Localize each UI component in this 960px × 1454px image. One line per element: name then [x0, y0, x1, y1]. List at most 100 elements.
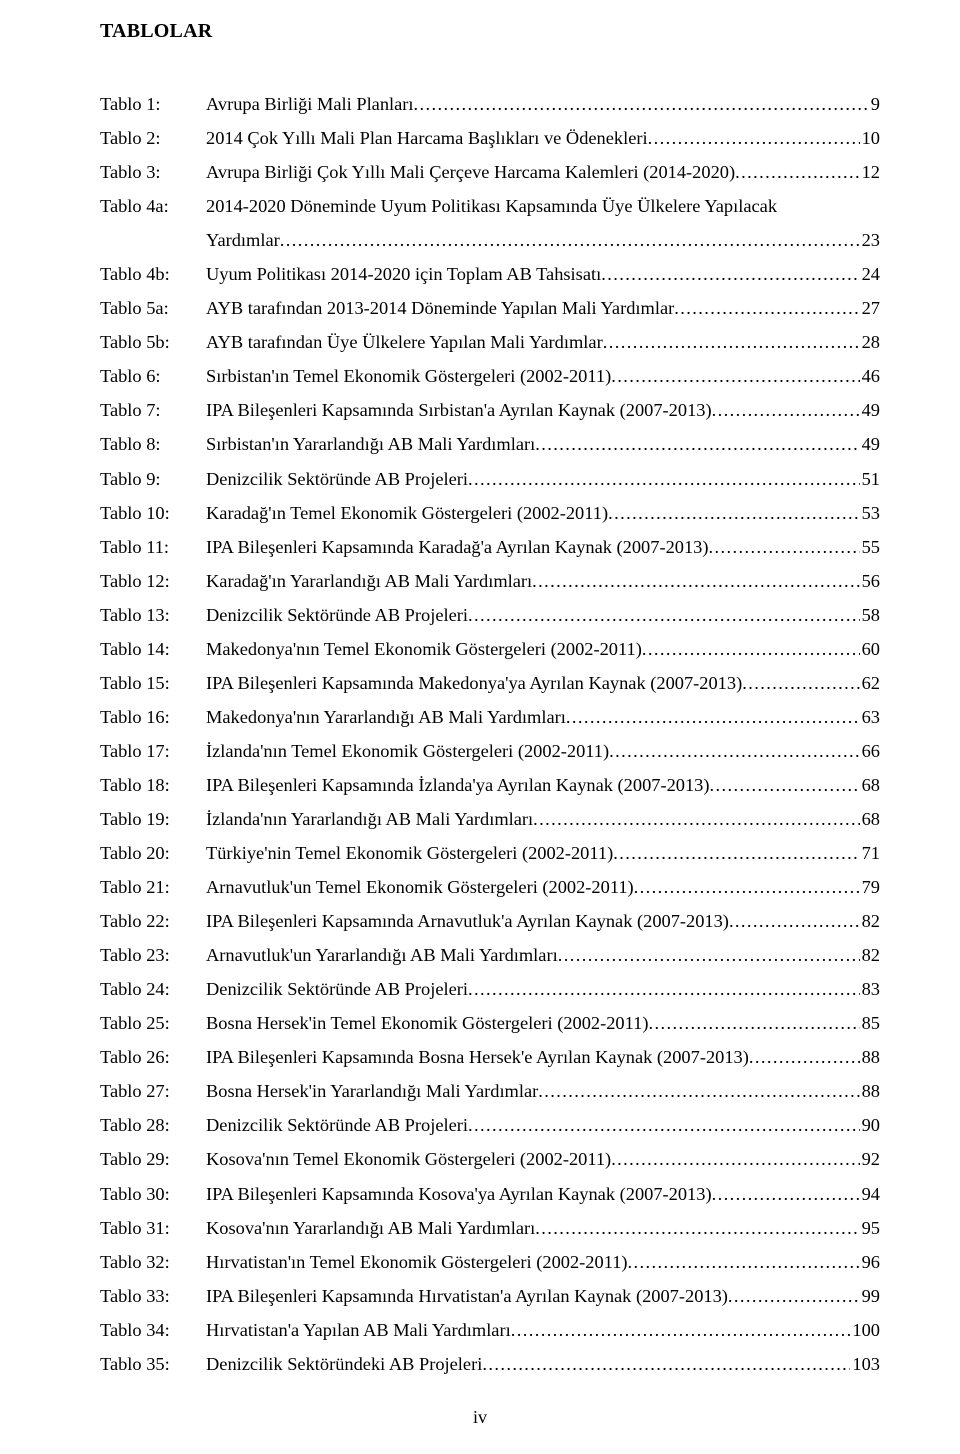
toc-entry-desc: 2014 Çok Yıllı Mali Plan Harcama Başlıkl… [206, 121, 648, 155]
toc-entry-tail: IPA Bileşenleri Kapsamında Hırvatistan'a… [206, 1279, 880, 1313]
toc-entry-tail: Hırvatistan'ın Temel Ekonomik Göstergele… [206, 1245, 880, 1279]
toc-entry-desc: Bosna Hersek'in Yararlandığı Mali Yardım… [206, 1074, 538, 1108]
toc-entry: Tablo 5b:AYB tarafından Üye Ülkelere Yap… [100, 325, 880, 359]
toc-entry-tail: IPA Bileşenleri Kapsamında İzlanda'ya Ay… [206, 768, 880, 802]
toc-leader [634, 870, 860, 904]
toc-entry-tail: IPA Bileşenleri Kapsamında Karadağ'a Ayr… [206, 530, 880, 564]
toc-leader [729, 904, 860, 938]
toc-entry: Tablo 7:IPA Bileşenleri Kapsamında Sırbi… [100, 393, 880, 427]
toc-entry-desc: Denizcilik Sektöründe AB Projeleri [206, 462, 468, 496]
toc-leader [674, 291, 859, 325]
toc-entry-tail: IPA Bileşenleri Kapsamında Kosova'ya Ayr… [206, 1177, 880, 1211]
toc-entry-label: Tablo 17: [100, 734, 206, 768]
toc-entry-desc: IPA Bileşenleri Kapsamında Kosova'ya Ayr… [206, 1177, 712, 1211]
toc-entry: Tablo 21:Arnavutluk'un Temel Ekonomik Gö… [100, 870, 880, 904]
toc-entry: Tablo 15:IPA Bileşenleri Kapsamında Make… [100, 666, 880, 700]
toc-entry: Tablo 26:IPA Bileşenleri Kapsamında Bosn… [100, 1040, 880, 1074]
toc-leader [642, 632, 860, 666]
toc-entry-desc: IPA Bileşenleri Kapsamında Arnavutluk'a … [206, 904, 729, 938]
toc-entry-desc: Avrupa Birliği Çok Yıllı Mali Çerçeve Ha… [206, 155, 735, 189]
toc-entry: Tablo 30:IPA Bileşenleri Kapsamında Koso… [100, 1177, 880, 1211]
toc-entry-tail: Sırbistan'ın Yararlandığı AB Mali Yardım… [206, 427, 880, 461]
toc-entry-desc: Denizcilik Sektöründe AB Projeleri [206, 1108, 468, 1142]
toc-leader [414, 87, 869, 121]
toc-entry: Tablo 10:Karadağ'ın Temel Ekonomik Göste… [100, 496, 880, 530]
toc-entry-label: Tablo 26: [100, 1040, 206, 1074]
toc-entry: Tablo 1:Avrupa Birliği Mali Planları 9 [100, 87, 880, 121]
toc-entry-tail: Bosna Hersek'in Temel Ekonomik Göstergel… [206, 1006, 880, 1040]
toc-leader [533, 802, 859, 836]
section-title: TABLOLAR [100, 20, 880, 43]
toc-leader [511, 1313, 851, 1347]
toc-entry: Tablo 16:Makedonya'nın Yararlandığı AB M… [100, 700, 880, 734]
toc-entry-page: 68 [860, 802, 880, 836]
toc-leader [611, 359, 859, 393]
toc-entry-desc: IPA Bileşenleri Kapsamında Bosna Hersek'… [206, 1040, 749, 1074]
toc-entry-desc: Kosova'nın Yararlandığı AB Mali Yardımla… [206, 1211, 535, 1245]
toc-entry-page: 68 [860, 768, 880, 802]
toc-leader [535, 427, 859, 461]
toc-entry-tail: Kosova'nın Temel Ekonomik Göstergeleri (… [206, 1142, 880, 1176]
toc-entry-label: Tablo 5a: [100, 291, 206, 325]
toc-entry-tail: IPA Bileşenleri Kapsamında Makedonya'ya … [206, 666, 880, 700]
toc-entry-page: 28 [860, 325, 880, 359]
toc-entry: Tablo 4b:Uyum Politikası 2014-2020 için … [100, 257, 880, 291]
toc-entry-tail: Uyum Politikası 2014-2020 için Toplam AB… [206, 257, 880, 291]
toc-entry-desc: İzlanda'nın Temel Ekonomik Göstergeleri … [206, 734, 609, 768]
toc-leader [558, 938, 860, 972]
toc-entry-tail: Avrupa Birliği Mali Planları 9 [206, 87, 880, 121]
toc-entry-label: Tablo 15: [100, 666, 206, 700]
toc-entry-desc: Bosna Hersek'in Temel Ekonomik Göstergel… [206, 1006, 648, 1040]
toc-entry-page: 63 [860, 700, 880, 734]
toc-entry-desc: IPA Bileşenleri Kapsamında Sırbistan'a A… [206, 393, 712, 427]
toc-entry-page: 85 [860, 1006, 880, 1040]
toc-entry-page: 62 [860, 666, 880, 700]
toc-entry-page: 99 [860, 1279, 880, 1313]
toc-entry-label: Tablo 3: [100, 155, 206, 189]
toc-entry-label: Tablo 12: [100, 564, 206, 598]
toc-entry-tail: İzlanda'nın Yararlandığı AB Mali Yardıml… [206, 802, 880, 836]
toc-entry-page: 100 [850, 1313, 880, 1347]
toc-entry-label: Tablo 7: [100, 393, 206, 427]
toc-entry-page: 12 [860, 155, 880, 189]
toc-entry-page: 51 [860, 462, 880, 496]
toc-entry: Tablo 35:Denizcilik Sektöründeki AB Proj… [100, 1347, 880, 1381]
toc-entry-desc: Hırvatistan'a Yapılan AB Mali Yardımları [206, 1313, 511, 1347]
toc-entry-label: Tablo 2: [100, 121, 206, 155]
toc-entry-page: 23 [860, 223, 880, 257]
toc-entry-desc: Kosova'nın Temel Ekonomik Göstergeleri (… [206, 1142, 611, 1176]
toc-entry-page: 56 [860, 564, 880, 598]
toc-leader [601, 257, 859, 291]
toc-entry-desc: Denizcilik Sektöründeki AB Projeleri [206, 1347, 482, 1381]
toc-entry-desc: IPA Bileşenleri Kapsamında Makedonya'ya … [206, 666, 742, 700]
toc-entry: Tablo 22:IPA Bileşenleri Kapsamında Arna… [100, 904, 880, 938]
toc-entry-label: Tablo 21: [100, 870, 206, 904]
toc-entry: Tablo 19:İzlanda'nın Yararlandığı AB Mal… [100, 802, 880, 836]
toc-entry: Tablo 28:Denizcilik Sektöründe AB Projel… [100, 1108, 880, 1142]
toc-entry-desc: İzlanda'nın Yararlandığı AB Mali Yardıml… [206, 802, 533, 836]
toc-entry: Tablo 34:Hırvatistan'a Yapılan AB Mali Y… [100, 1313, 880, 1347]
toc-entry-label: Tablo 20: [100, 836, 206, 870]
toc-entry-page: 88 [860, 1074, 880, 1108]
toc-entry-label: Tablo 16: [100, 700, 206, 734]
toc-leader [648, 121, 860, 155]
toc-entry-label: Tablo 32: [100, 1245, 206, 1279]
toc-entry-desc: Yardımlar [206, 223, 280, 257]
toc-entry-label: Tablo 33: [100, 1279, 206, 1313]
toc-leader [735, 155, 860, 189]
toc-entry: Tablo 23:Arnavutluk'un Yararlandığı AB M… [100, 938, 880, 972]
toc-entry-page: 82 [860, 904, 880, 938]
toc-entry-tail: İzlanda'nın Temel Ekonomik Göstergeleri … [206, 734, 880, 768]
toc-entry: Tablo 20:Türkiye'nin Temel Ekonomik Göst… [100, 836, 880, 870]
toc-entry-page: 90 [860, 1108, 880, 1142]
toc-entry: Tablo 11:IPA Bileşenleri Kapsamında Kara… [100, 530, 880, 564]
toc-entry-desc: Denizcilik Sektöründe AB Projeleri [206, 598, 468, 632]
toc-entry-label: Tablo 23: [100, 938, 206, 972]
toc-leader [648, 1006, 859, 1040]
toc-entry: Tablo 27:Bosna Hersek'in Yararlandığı Ma… [100, 1074, 880, 1108]
toc-entry: Tablo 14:Makedonya'nın Temel Ekonomik Gö… [100, 632, 880, 666]
toc-entry-label: Tablo 19: [100, 802, 206, 836]
toc-entry-desc: IPA Bileşenleri Kapsamında Hırvatistan'a… [206, 1279, 728, 1313]
toc-entry-label: Tablo 4a: [100, 189, 206, 223]
toc-entry-desc: Arnavutluk'un Temel Ekonomik Göstergeler… [206, 870, 634, 904]
